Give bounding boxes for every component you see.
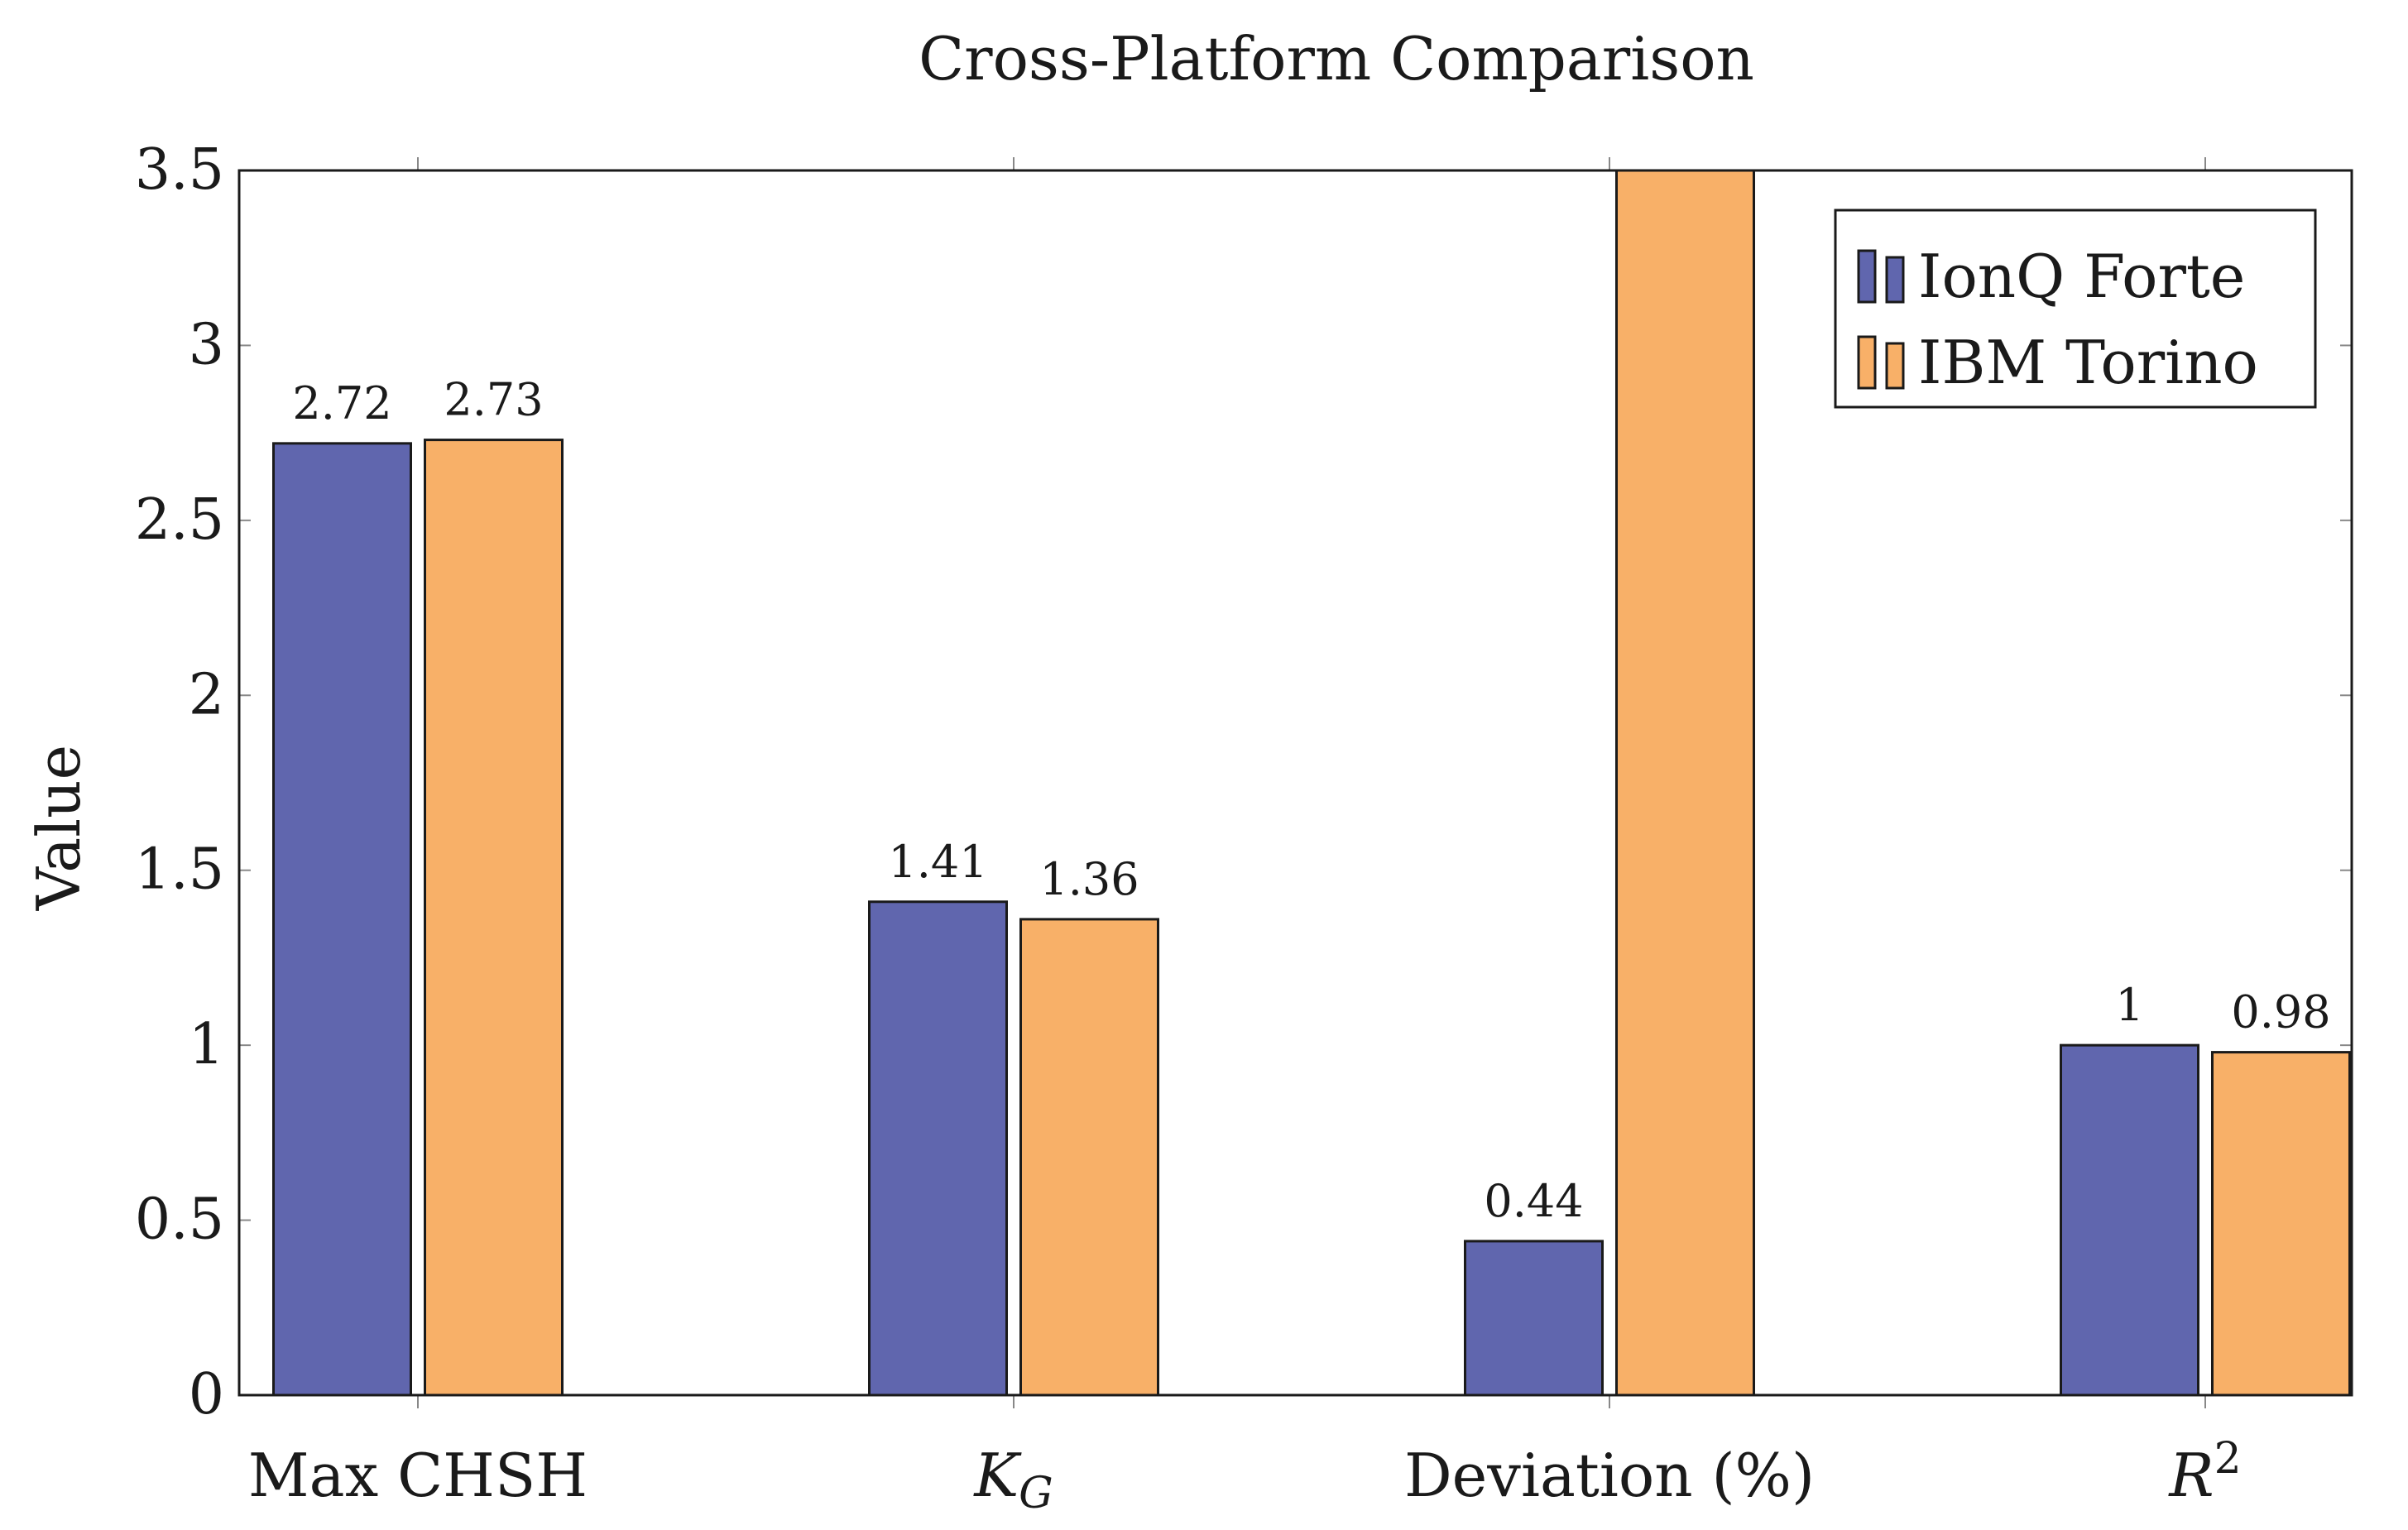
bar-ionq: [272, 442, 412, 1397]
x-category-label: Max CHSH: [248, 1441, 588, 1510]
bar-ibm: [1019, 918, 1159, 1397]
y-tick-label: 0: [189, 1362, 224, 1427]
bar-ibm: [2211, 1051, 2351, 1397]
legend-swatch-bar: [1857, 249, 1877, 304]
legend-label: IBM Torino: [1918, 328, 2258, 397]
bar-ibm: [1615, 169, 1755, 1397]
bar-value-label: 1.36: [1039, 853, 1139, 905]
x-category-label: Deviation (%): [1404, 1441, 1815, 1510]
bar-value-label: 0.98: [2231, 986, 2330, 1038]
legend-swatch-bar: [1885, 342, 1905, 390]
y-tick-label: 3.5: [135, 137, 224, 203]
chart-title: Cross-Platform Comparison: [919, 24, 1754, 94]
legend-swatch-bar: [1885, 256, 1905, 304]
legend: IonQ Forte IBM Torino: [1834, 209, 2317, 409]
y-tick-label: 2.5: [135, 487, 224, 553]
bar-ibm: [424, 439, 564, 1397]
bar-ionq: [2060, 1043, 2199, 1397]
bar-value-label: 2.72: [292, 377, 391, 429]
y-tick-label: 2: [189, 662, 224, 727]
plot-frame: [237, 169, 2353, 1397]
legend-box: [1834, 209, 2317, 409]
y-tick-label: 3: [189, 312, 224, 377]
bar-ionq: [868, 900, 1008, 1397]
legend-label: IonQ Forte: [1918, 242, 2245, 311]
y-tick-label: 1.5: [135, 837, 224, 903]
y-axis-label: Value: [24, 745, 94, 911]
y-tick-label: 1: [189, 1012, 224, 1077]
legend-swatch-bar: [1857, 335, 1877, 390]
x-category-label: R2: [2167, 1434, 2241, 1510]
y-tick-label: 0.5: [135, 1187, 224, 1253]
x-category-label: KG: [972, 1441, 1053, 1518]
bar-value-label: 2.73: [444, 374, 543, 426]
bar-value-label: 0.44: [1484, 1175, 1583, 1227]
bar-value-label: 1: [2115, 979, 2143, 1031]
bar-value-label: 1.41: [888, 836, 987, 888]
bar-ionq: [1464, 1240, 1604, 1397]
